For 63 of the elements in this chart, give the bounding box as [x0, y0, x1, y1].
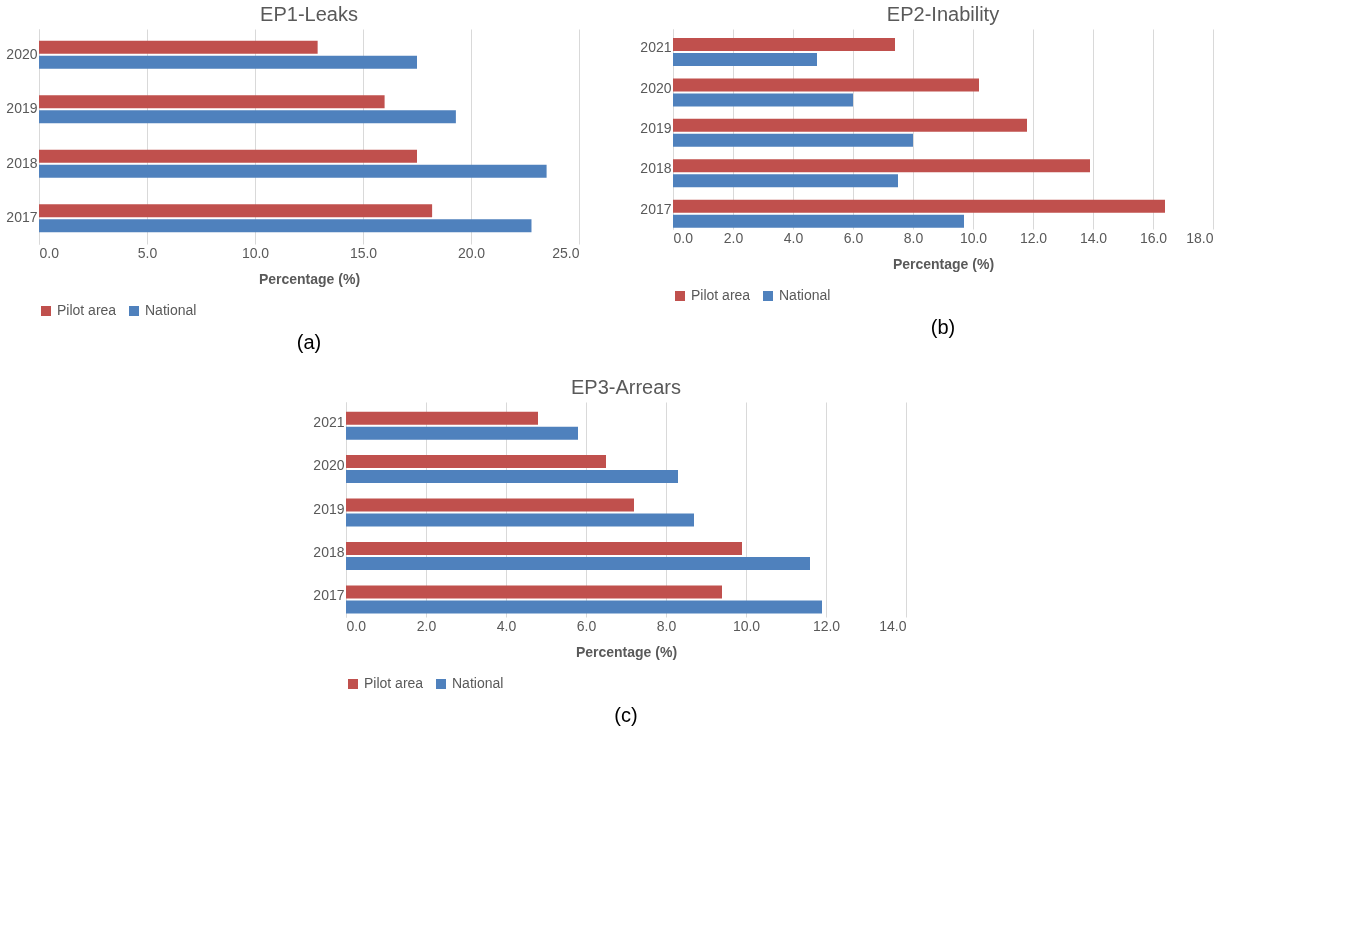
- bar: [673, 78, 979, 92]
- x-tick-label: 4.0: [783, 229, 804, 246]
- chart-title: EP2-Inability: [886, 3, 1000, 25]
- legend-label: Pilot area: [691, 287, 751, 303]
- x-tick-label: 0.0: [673, 229, 694, 246]
- y-tick-label: 2018: [6, 154, 38, 171]
- x-tick-label: 14.0: [1079, 229, 1108, 246]
- x-tick-label: 12.0: [1019, 229, 1048, 246]
- y-tick-label: 2018: [640, 160, 672, 177]
- x-tick-label: 8.0: [656, 617, 677, 634]
- legend-label: National: [145, 302, 197, 318]
- bar: [673, 38, 895, 52]
- y-tick-label: 2017: [6, 209, 38, 226]
- x-tick-label: 14.0: [879, 617, 907, 634]
- y-tick-label: 2019: [6, 100, 38, 117]
- legend-label: National: [779, 287, 831, 303]
- y-tick-label: 2018: [313, 543, 345, 560]
- legend-label: National: [452, 675, 504, 691]
- y-tick-label: 2020: [640, 79, 672, 96]
- y-tick-label: 2021: [640, 39, 672, 56]
- legend-label: Pilot area: [364, 675, 424, 691]
- y-tick-label: 2019: [640, 120, 672, 136]
- x-tick-label: 10.0: [241, 244, 270, 261]
- y-tick-label: 2021: [313, 413, 345, 430]
- bar: [673, 93, 853, 107]
- x-tick-label: 5.0: [137, 244, 158, 261]
- x-tick-label: 2.0: [416, 617, 437, 634]
- x-tick-label: 4.0: [496, 617, 517, 634]
- text: (b): [930, 316, 956, 338]
- bar: [673, 133, 913, 147]
- text: (a): [296, 331, 322, 353]
- y-tick-label: 2020: [6, 45, 38, 62]
- x-axis-title: Percentage (%): [575, 643, 678, 660]
- x-tick-label: 6.0: [576, 617, 597, 634]
- chart-title: EP3-Arrears: [570, 376, 682, 398]
- legend-label: Pilot area: [57, 302, 117, 318]
- x-tick-label: 8.0: [903, 229, 924, 246]
- bar: [673, 214, 964, 228]
- bar: [673, 174, 898, 188]
- x-tick-label: 10.0: [959, 229, 988, 246]
- x-tick-label: 6.0: [843, 229, 864, 246]
- x-tick-label: 12.0: [812, 617, 841, 634]
- bar: [673, 53, 817, 67]
- y-tick-label: 2020: [313, 457, 345, 474]
- x-tick-label: 20.0: [457, 244, 486, 261]
- x-axis-title: Percentage (%): [258, 270, 361, 287]
- x-tick-label: 25.0: [552, 244, 580, 261]
- x-tick-label: 0.0: [39, 244, 60, 261]
- chart-title: EP1-Leaks: [260, 3, 358, 25]
- x-tick-label: 0.0: [346, 617, 367, 634]
- x-tick-label: 18.0: [1186, 229, 1214, 246]
- bar: [673, 199, 1165, 213]
- x-tick-label: 15.0: [349, 244, 378, 261]
- y-tick-label: 2017: [640, 200, 672, 217]
- bar: [673, 118, 1027, 132]
- x-tick-label: 16.0: [1139, 229, 1168, 246]
- y-tick-label: 2019: [313, 500, 345, 517]
- text: (c): [614, 704, 638, 726]
- y-tick-label: 2017: [313, 587, 345, 604]
- x-axis-title: Percentage (%): [892, 255, 995, 272]
- x-tick-label: 2.0: [723, 229, 744, 246]
- bar: [673, 159, 1090, 173]
- x-tick-label: 10.0: [732, 617, 761, 634]
